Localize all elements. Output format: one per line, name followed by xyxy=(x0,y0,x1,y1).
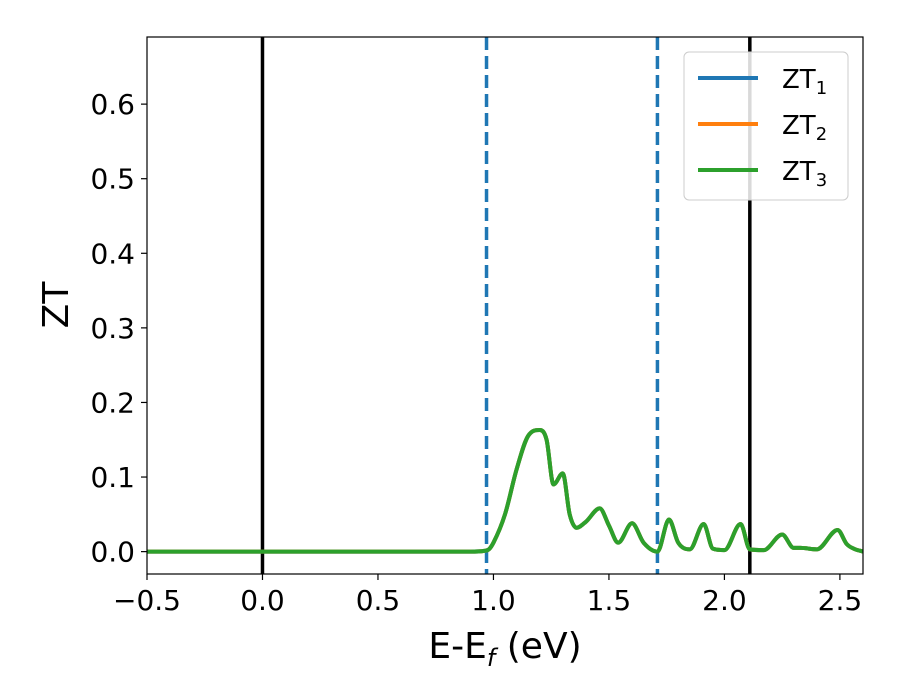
x-tick-label: 2.5 xyxy=(818,584,863,617)
x-axis-title: E-Ef (eV) xyxy=(428,626,581,672)
x-tick-label: 0.5 xyxy=(356,584,401,617)
legend-label-zt3: ZT3 xyxy=(782,157,827,191)
y-tick-label: 0.3 xyxy=(90,312,135,345)
legend-box xyxy=(683,51,849,201)
y-tick-label: 0.0 xyxy=(90,536,135,569)
x-axis: −0.5 0.0 0.5 1.0 1.5 2.0 2.5 xyxy=(113,574,862,617)
y-tick-label: 0.4 xyxy=(90,237,135,270)
y-axis: 0.0 0.1 0.2 0.3 0.4 0.5 0.6 xyxy=(90,88,147,569)
plot-frame xyxy=(146,36,864,575)
series-line-zt1 xyxy=(147,428,863,554)
legend: ZT1 ZT2 ZT3 xyxy=(683,51,849,201)
x-tick-label: −0.5 xyxy=(113,584,181,617)
x-tick-label: 1.0 xyxy=(471,584,516,617)
series-lines xyxy=(147,428,863,554)
x-tick-label: 2.0 xyxy=(702,584,747,617)
y-axis-title: ZT xyxy=(36,281,77,329)
reference-lines xyxy=(260,37,752,574)
series-line-zt2 xyxy=(147,428,863,554)
series-line-zt3 xyxy=(147,428,863,554)
legend-label-zt1: ZT1 xyxy=(782,65,827,99)
y-tick-label: 0.5 xyxy=(90,163,135,196)
legend-label-zt2: ZT2 xyxy=(782,111,827,145)
y-tick-label: 0.6 xyxy=(90,88,135,121)
x-tick-label: 1.5 xyxy=(587,584,632,617)
y-tick-label: 0.2 xyxy=(90,386,135,419)
y-tick-label: 0.1 xyxy=(90,461,135,494)
x-tick-label: 0.0 xyxy=(240,584,285,617)
